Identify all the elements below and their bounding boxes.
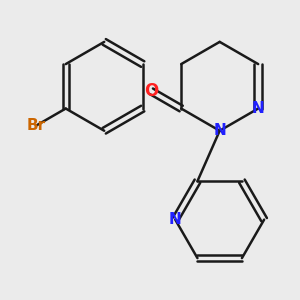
Text: N: N	[169, 212, 182, 227]
Text: N: N	[252, 101, 265, 116]
Text: O: O	[144, 82, 158, 100]
Text: Br: Br	[26, 118, 45, 133]
Text: N: N	[213, 123, 226, 138]
